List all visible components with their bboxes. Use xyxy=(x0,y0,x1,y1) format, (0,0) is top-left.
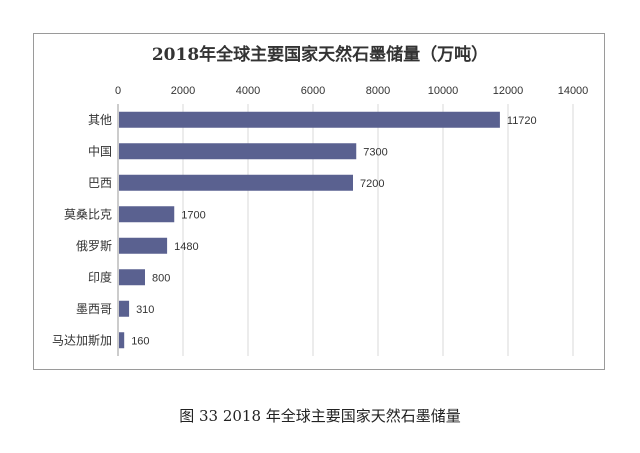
bar xyxy=(119,300,130,317)
data-label: 310 xyxy=(136,304,154,316)
x-tick-label: 2000 xyxy=(171,85,195,97)
x-tick-label: 8000 xyxy=(366,85,390,97)
data-label: 1700 xyxy=(181,209,205,221)
bar xyxy=(119,206,175,223)
y-tick-label: 印度 xyxy=(88,269,112,284)
data-label: 1480 xyxy=(174,241,198,253)
bar xyxy=(119,269,145,286)
x-tick-label: 14000 xyxy=(558,85,589,97)
y-tick-label: 俄罗斯 xyxy=(76,239,112,253)
data-label: 160 xyxy=(131,335,149,347)
data-label: 7300 xyxy=(363,146,387,158)
x-tick-label: 0 xyxy=(115,85,121,97)
y-tick-label: 中国 xyxy=(88,143,112,158)
bar xyxy=(119,174,353,191)
bar xyxy=(119,143,357,160)
y-tick-label: 马达加斯加 xyxy=(52,333,112,347)
chart-title: 2018年全球主要国家天然石墨储量（万吨） xyxy=(151,45,489,65)
y-tick-label: 巴西 xyxy=(88,176,112,190)
figure-caption: 图 33 2018 年全球主要国家天然石墨储量 xyxy=(179,407,461,425)
y-tick-label: 墨西哥 xyxy=(76,302,112,316)
y-tick-label: 莫桑比克 xyxy=(64,207,112,221)
y-tick-label: 其他 xyxy=(88,113,112,127)
data-label: 7200 xyxy=(360,178,384,190)
data-label: 800 xyxy=(152,272,170,284)
x-tick-label: 6000 xyxy=(301,85,325,97)
data-label: 11720 xyxy=(507,115,537,127)
x-tick-label: 4000 xyxy=(236,85,260,97)
x-tick-label: 12000 xyxy=(493,85,524,97)
bar xyxy=(119,332,125,349)
chart-frame xyxy=(33,33,605,370)
x-tick-label: 10000 xyxy=(428,85,459,97)
bar xyxy=(119,111,500,128)
bar xyxy=(119,237,168,254)
